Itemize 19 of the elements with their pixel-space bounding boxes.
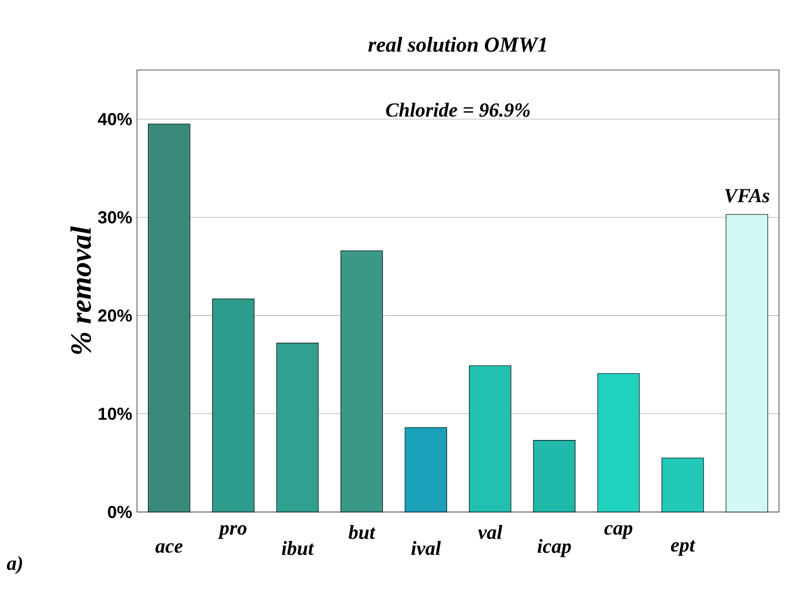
y-tick-label: 30% <box>98 211 132 224</box>
y-tick-label: 0% <box>108 506 132 518</box>
y-tick-label: 10% <box>98 408 132 420</box>
x-tick-label: pro <box>218 525 246 539</box>
y-axis-title: % removal <box>70 226 92 354</box>
annotation: VFAs <box>725 188 770 202</box>
y-tick-label: 40% <box>98 112 132 126</box>
x-tick-label: icap <box>538 538 571 558</box>
x-tick-label: ept <box>670 540 696 556</box>
x-tick-label: ival <box>411 540 441 556</box>
x-tick-label: ace <box>155 543 183 553</box>
annotation: Chloride = 96.9% <box>386 102 530 117</box>
x-tick-label: val <box>478 524 502 540</box>
x-tick-label: cap <box>604 525 632 539</box>
text: a) <box>6 556 22 574</box>
x-tick-label: ibut <box>282 540 314 556</box>
x-tick-label: but <box>348 524 376 540</box>
chart-title: real solution OMW1 <box>368 36 546 52</box>
y-tick-label: 20% <box>98 309 132 322</box>
